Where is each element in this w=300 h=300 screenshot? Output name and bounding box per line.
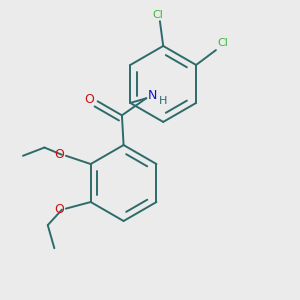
Text: O: O (84, 93, 94, 106)
Text: N: N (148, 89, 157, 102)
Text: Cl: Cl (153, 10, 164, 20)
Text: H: H (159, 96, 167, 106)
Text: Cl: Cl (218, 38, 228, 48)
Text: O: O (55, 203, 64, 216)
Text: O: O (55, 148, 64, 161)
